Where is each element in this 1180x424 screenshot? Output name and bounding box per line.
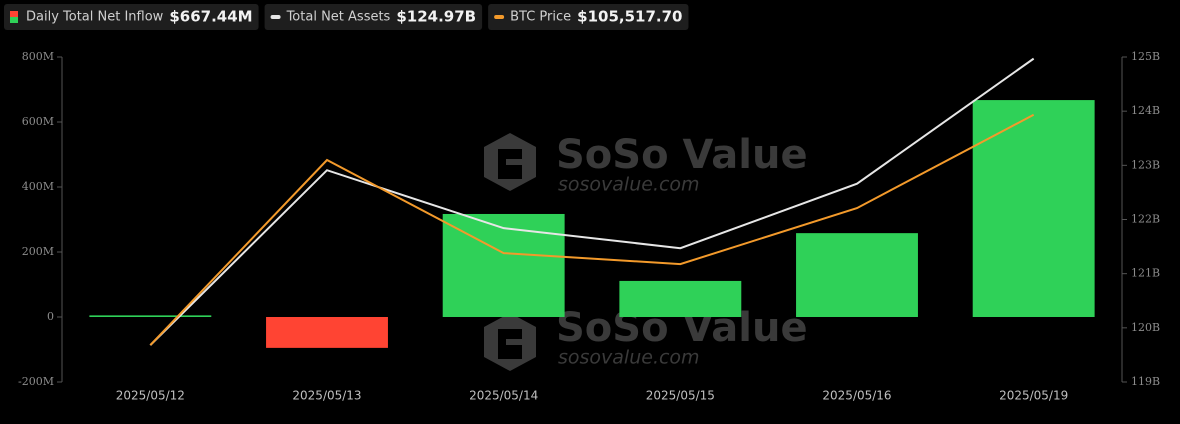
legend-item: Daily Total Net Inflow $667.44M (4, 4, 259, 30)
y2-tick-label: 124B (1131, 104, 1160, 117)
legend-swatch (270, 15, 281, 19)
x-tick-label: 2025/05/16 (822, 389, 891, 403)
legend-chip (488, 4, 689, 30)
legend-chip (4, 4, 259, 30)
legend-swatch (10, 11, 18, 17)
watermark-logo (484, 133, 536, 191)
x-tick-label: 2025/05/13 (292, 389, 361, 403)
y-tick-label: 800M (22, 50, 54, 63)
y-tick-label: 600M (22, 115, 54, 128)
bar (972, 100, 1095, 317)
legend-value: $667.44M (169, 8, 252, 26)
legend-chip (264, 4, 483, 30)
bar (619, 280, 742, 317)
y2-tick-label: 120B (1131, 321, 1160, 334)
bar (442, 213, 565, 317)
bar (796, 233, 918, 317)
x-tick-label: 2025/05/19 (999, 389, 1068, 403)
x-tick-label: 2025/05/14 (469, 389, 538, 403)
legend-swatch (494, 15, 505, 19)
legend-swatch (10, 17, 18, 23)
y-tick-label: -200M (18, 375, 54, 388)
watermark-url: sosovalue.com (558, 347, 700, 369)
y2-tick-label: 119B (1131, 375, 1160, 388)
y2-tick-label: 125B (1131, 50, 1160, 63)
legend-item: BTC Price $105,517.70 (488, 4, 689, 30)
y-tick-label: 400M (22, 180, 54, 193)
watermark-url: sosovalue.com (558, 174, 700, 196)
x-tick-label: 2025/05/15 (646, 389, 715, 403)
line (149, 113, 1035, 346)
bar (89, 315, 212, 317)
x-tick-label: 2025/05/12 (116, 389, 185, 403)
bar (266, 317, 388, 348)
y2-tick-label: 121B (1131, 267, 1160, 280)
legend-value: $124.97B (396, 8, 476, 26)
legend-label: BTC Price (510, 10, 571, 25)
y2-tick-label: 122B (1131, 213, 1160, 226)
line (149, 57, 1035, 346)
legend: Daily Total Net Inflow $667.44M Total Net … (4, 4, 689, 30)
y-tick-label: 200M (22, 245, 54, 258)
y2-tick-label: 123B (1131, 158, 1160, 171)
watermark-logo (484, 313, 536, 371)
watermark: SoSo Value sosovalue.com SoSo Value soso… (484, 132, 808, 371)
legend-value: $105,517.70 (577, 8, 682, 26)
legend-label: Daily Total Net Inflow (26, 10, 164, 25)
legend-item: Total Net Assets $124.97B (264, 4, 483, 30)
y-tick-label: 0 (47, 310, 54, 323)
legend-label: Total Net Assets (286, 10, 391, 25)
watermark-text: SoSo Value (556, 132, 808, 178)
